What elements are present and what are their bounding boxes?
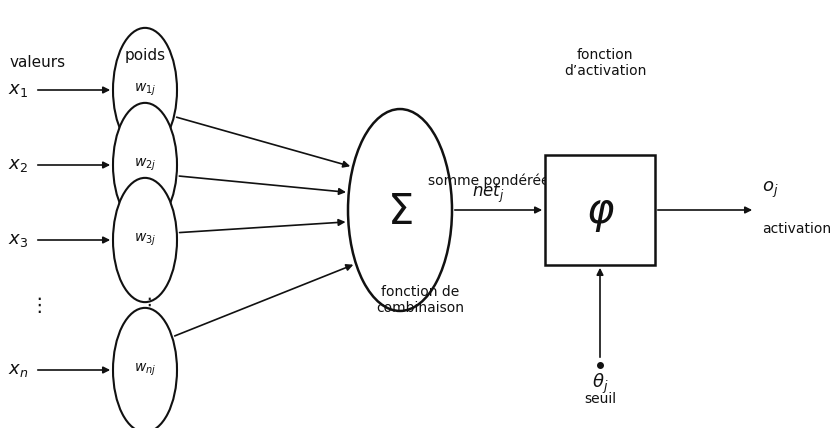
Text: $w_{nj}$: $w_{nj}$ xyxy=(134,362,156,378)
Text: $w_{2j}$: $w_{2j}$ xyxy=(134,157,156,173)
Ellipse shape xyxy=(113,103,177,227)
Text: $x_1$: $x_1$ xyxy=(8,81,28,99)
Text: fonction de
combinaison: fonction de combinaison xyxy=(376,285,464,315)
Text: valeurs: valeurs xyxy=(10,55,66,70)
Text: $\theta_j$: $\theta_j$ xyxy=(592,372,608,396)
Ellipse shape xyxy=(113,28,177,152)
Text: $w_{3j}$: $w_{3j}$ xyxy=(134,232,156,248)
Text: $w_{1j}$: $w_{1j}$ xyxy=(134,82,156,98)
Text: activation: activation xyxy=(762,222,831,236)
Text: $\vdots$: $\vdots$ xyxy=(28,295,42,315)
Text: $x_2$: $x_2$ xyxy=(8,156,28,174)
Text: $\varphi$: $\varphi$ xyxy=(586,192,614,234)
Text: somme pondérée: somme pondérée xyxy=(428,173,549,188)
Text: seuil: seuil xyxy=(584,392,616,406)
Text: poids: poids xyxy=(125,48,165,63)
Text: $net_j$: $net_j$ xyxy=(472,182,504,205)
Text: $o_j$: $o_j$ xyxy=(762,180,779,200)
FancyBboxPatch shape xyxy=(545,155,655,265)
Ellipse shape xyxy=(113,308,177,428)
Text: $\vdots$: $\vdots$ xyxy=(139,295,151,315)
Ellipse shape xyxy=(348,109,452,311)
Text: $x_3$: $x_3$ xyxy=(8,231,28,249)
Text: $\Sigma$: $\Sigma$ xyxy=(387,191,413,233)
Ellipse shape xyxy=(113,178,177,302)
Text: $x_n$: $x_n$ xyxy=(7,361,28,379)
Text: fonction
d’activation: fonction d’activation xyxy=(563,48,647,78)
